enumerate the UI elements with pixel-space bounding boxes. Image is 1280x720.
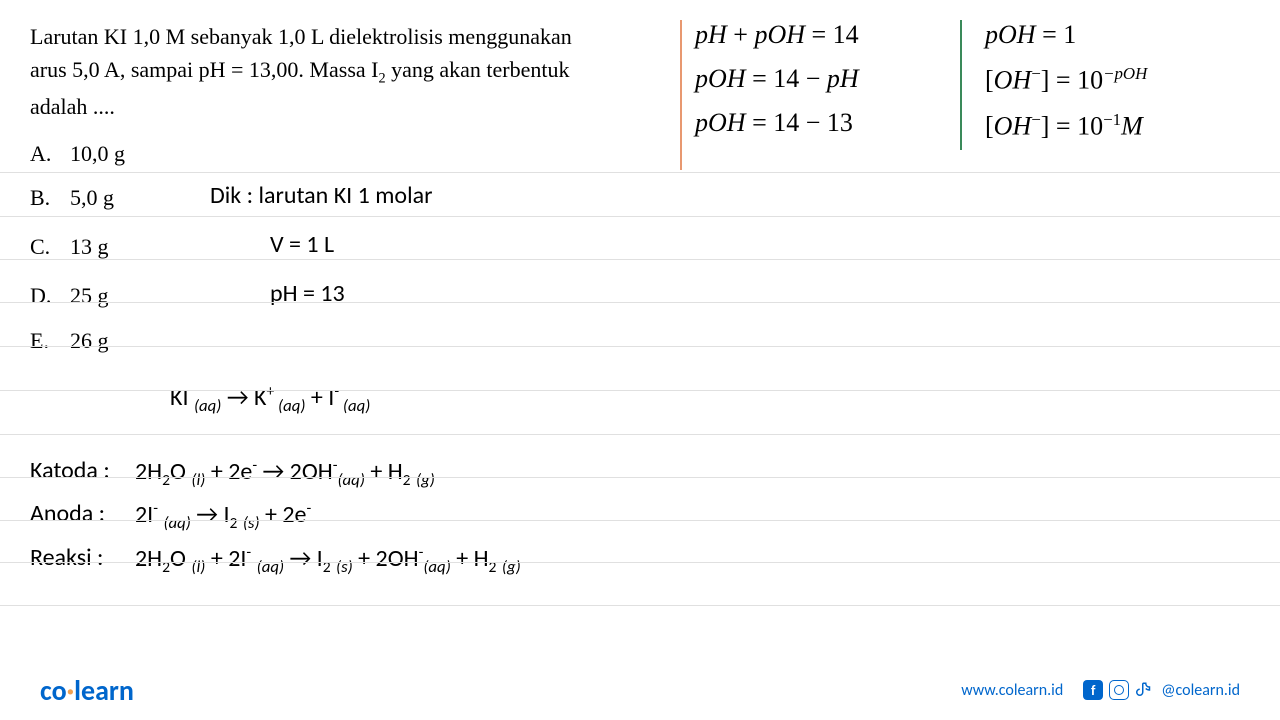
website-link[interactable]: www.colearn.id bbox=[961, 681, 1063, 700]
choice-b: B. 5,0 g Dik : larutan KI 1 molar bbox=[30, 181, 670, 216]
brand-logo: co·learn bbox=[40, 673, 134, 708]
hrule bbox=[0, 434, 1280, 435]
hrule bbox=[0, 346, 1280, 347]
hrule bbox=[0, 520, 1280, 521]
hrule bbox=[0, 172, 1280, 173]
hrule bbox=[0, 477, 1280, 478]
eq-poh-14-13: pOH = 14 − 13 bbox=[695, 108, 965, 138]
reaksi-label: Reaksi : bbox=[30, 543, 135, 577]
choice-label-e: E. bbox=[30, 328, 70, 354]
hrule bbox=[0, 390, 1280, 391]
hrule bbox=[0, 259, 1280, 260]
question-text: Larutan KI 1,0 M sebanyak 1,0 L dielektr… bbox=[30, 20, 670, 123]
choice-value-b: 5,0 g bbox=[70, 185, 190, 211]
q-line3: adalah .... bbox=[30, 94, 115, 119]
reaksi-row: Reaksi : 2H2O (l) + 2I- (aq) → I2 (s) + … bbox=[30, 543, 670, 577]
anoda-label: Anoda : bbox=[30, 499, 135, 533]
ph-equations: pH + pOH = 14 pOH = 14 − pH pOH = 14 − 1… bbox=[690, 20, 1250, 155]
hrule bbox=[0, 562, 1280, 563]
choice-label-d: D. bbox=[30, 283, 70, 309]
dissociation-equation: KI (aq) → K+ (aq) + I- (aq) bbox=[170, 382, 670, 416]
electrode-reactions: Katoda : 2H2O (l) + 2e- → 2OH-(aq) + H2 … bbox=[30, 456, 670, 577]
choice-label-b: B. bbox=[30, 185, 70, 211]
tiktok-icon[interactable] bbox=[1135, 680, 1155, 700]
choice-d: D. 25 g pH = 13 bbox=[30, 279, 670, 314]
eq-column-1: pH + pOH = 14 pOH = 14 − pH pOH = 14 − 1… bbox=[695, 20, 965, 155]
footer-right: www.colearn.id f @colearn.id bbox=[961, 680, 1240, 700]
choice-value-a: 10,0 g bbox=[70, 141, 190, 167]
facebook-icon[interactable]: f bbox=[1083, 680, 1103, 700]
eq-column-2: pOH = 1 [OH−] = 10−pOH [OH−] = 10−1M bbox=[985, 20, 1147, 155]
reaksi-equation: 2H2O (l) + 2I- (aq) → I2 (s) + 2OH-(aq) … bbox=[135, 543, 521, 577]
hrule bbox=[0, 605, 1280, 606]
vertical-divider-orange bbox=[680, 20, 682, 170]
choice-value-c: 13 g bbox=[70, 234, 190, 260]
anoda-row: Anoda : 2I- (aq) → I2 (s) + 2e- bbox=[30, 499, 670, 533]
choice-value-d: 25 g bbox=[70, 283, 190, 309]
choice-label-a: A. bbox=[30, 141, 70, 167]
q-line2a: arus 5,0 A, sampai pH = 13,00. Massa I bbox=[30, 57, 378, 82]
q-line2b: yang akan terbentuk bbox=[386, 57, 570, 82]
choice-label-c: C. bbox=[30, 234, 70, 260]
eq-oh-10-1m: [OH−] = 10−1M bbox=[985, 110, 1147, 142]
katoda-equation: 2H2O (l) + 2e- → 2OH-(aq) + H2 (g) bbox=[135, 456, 435, 490]
eq-oh-10poh: [OH−] = 10−pOH bbox=[985, 64, 1147, 96]
anoda-equation: 2I- (aq) → I2 (s) + 2e- bbox=[135, 499, 311, 533]
logo-co: co bbox=[40, 673, 67, 708]
instagram-icon[interactable] bbox=[1109, 680, 1129, 700]
choice-value-e: 26 g bbox=[70, 328, 190, 354]
katoda-label: Katoda : bbox=[30, 456, 135, 490]
hrule bbox=[0, 302, 1280, 303]
eq-poh-14-ph: pOH = 14 − pH bbox=[695, 64, 965, 94]
dik-title: Dik : larutan KI 1 molar bbox=[210, 181, 432, 210]
katoda-row: Katoda : 2H2O (l) + 2e- → 2OH-(aq) + H2 … bbox=[30, 456, 670, 490]
hrule bbox=[0, 216, 1280, 217]
social-links: f @colearn.id bbox=[1083, 680, 1240, 700]
choice-a: A. 10,0 g bbox=[30, 141, 670, 167]
eq-poh-1: pOH = 1 bbox=[985, 20, 1147, 50]
eq-ph-poh-14: pH + pOH = 14 bbox=[695, 20, 965, 50]
vertical-divider-green bbox=[960, 20, 962, 150]
social-handle: @colearn.id bbox=[1161, 681, 1240, 700]
choice-e: E. 26 g bbox=[30, 328, 670, 354]
q-line1: Larutan KI 1,0 M sebanyak 1,0 L dielektr… bbox=[30, 24, 572, 49]
dik-ph: pH = 13 bbox=[270, 279, 345, 308]
dik-volume: V = 1 L bbox=[270, 230, 334, 259]
logo-learn: learn bbox=[74, 673, 134, 708]
footer: co·learn www.colearn.id f @colearn.id bbox=[0, 660, 1280, 720]
